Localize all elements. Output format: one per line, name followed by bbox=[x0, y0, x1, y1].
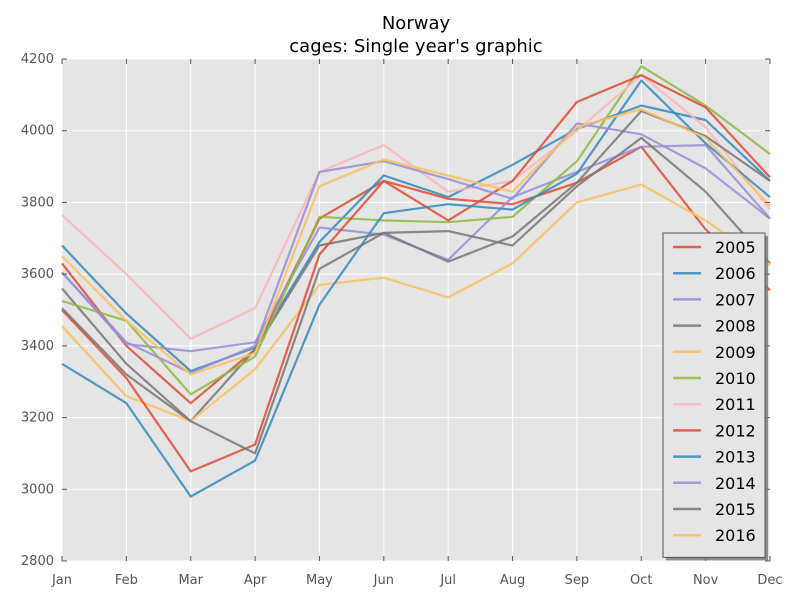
x-tick-label: Aug bbox=[500, 573, 525, 588]
y-tick-label: 4000 bbox=[21, 124, 54, 139]
x-tick-label: Jan bbox=[51, 573, 72, 588]
chart-title: Norway bbox=[382, 13, 451, 34]
x-tick-label: Apr bbox=[244, 573, 267, 588]
legend-label-2010: 2010 bbox=[715, 369, 756, 388]
y-tick-label: 3400 bbox=[21, 339, 54, 354]
series-line-2008 bbox=[61, 136, 771, 423]
x-tick-label: Sep bbox=[565, 573, 590, 588]
legend-label-2008: 2008 bbox=[715, 317, 756, 336]
plot-area bbox=[62, 59, 770, 561]
x-tick-label: Jun bbox=[373, 573, 394, 588]
x-tick-label: Mar bbox=[178, 573, 203, 588]
series-line-2010 bbox=[61, 65, 771, 396]
series-line-2016 bbox=[61, 108, 771, 376]
legend-label-2013: 2013 bbox=[715, 448, 756, 467]
y-tick-label: 3800 bbox=[21, 195, 54, 210]
x-tick-label: Jul bbox=[439, 573, 456, 588]
series-line-2013 bbox=[61, 79, 771, 498]
legend-label-2005: 2005 bbox=[715, 238, 756, 257]
series-line-2005 bbox=[61, 145, 771, 405]
series-line-2009 bbox=[61, 183, 771, 423]
legend-label-2014: 2014 bbox=[715, 474, 756, 493]
y-tick-label: 3600 bbox=[21, 267, 54, 282]
legend-box bbox=[662, 232, 766, 558]
y-tick-label: 3000 bbox=[21, 482, 54, 497]
series-line-2006 bbox=[61, 104, 771, 373]
chart-subtitle: cages: Single year's graphic bbox=[289, 36, 542, 57]
x-tick-label: Nov bbox=[693, 573, 719, 588]
x-tick-label: Dec bbox=[757, 573, 782, 588]
legend-label-2007: 2007 bbox=[715, 290, 756, 309]
legend-label-2015: 2015 bbox=[715, 500, 756, 519]
legend-label-2011: 2011 bbox=[715, 395, 756, 414]
axis-ticks: 2800 3000 3200 3400 3600 3800 4000 4200 Jan Feb Ma… bbox=[21, 52, 783, 588]
legend-label-2016: 2016 bbox=[715, 526, 756, 545]
series-line-2014 bbox=[61, 122, 771, 374]
legend-label-2006: 2006 bbox=[715, 264, 756, 283]
x-tick-label: Feb bbox=[115, 573, 138, 588]
y-tick-label: 2800 bbox=[21, 554, 54, 569]
x-tick-label: Oct bbox=[630, 573, 652, 588]
series-lines bbox=[61, 65, 771, 498]
y-tick-label: 3200 bbox=[21, 411, 54, 426]
legend-label-2009: 2009 bbox=[715, 343, 756, 362]
x-tick-label: May bbox=[306, 573, 333, 588]
y-tick-label: 4200 bbox=[21, 52, 54, 67]
legend-label-2012: 2012 bbox=[715, 421, 756, 440]
legend: 2005 2006 2007 2008 2009 2010 2011 2012 2013 2014… bbox=[662, 232, 768, 561]
series-line-2012 bbox=[61, 73, 771, 473]
